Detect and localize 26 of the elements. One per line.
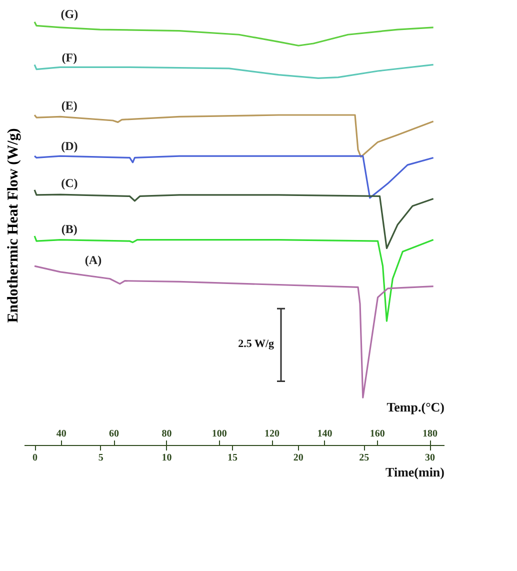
- x-tick-label: 5: [98, 452, 104, 464]
- x2-tick-label: 60: [109, 428, 120, 440]
- series-label: (E): [61, 98, 78, 113]
- x2-tick-label: 160: [370, 428, 385, 440]
- series-label: (G): [60, 6, 78, 21]
- series-label: (A): [84, 253, 102, 268]
- x-tick-label: 25: [359, 452, 370, 464]
- x2-tick-label: 100: [212, 428, 227, 440]
- x2-tick-label: 140: [317, 428, 332, 440]
- x-tick-label: 15: [228, 452, 238, 464]
- x2-tick-label: 80: [162, 428, 172, 440]
- x-tick-label: 30: [425, 452, 436, 464]
- series-label: (B): [61, 222, 78, 236]
- x-axis-title: Time(min): [386, 464, 444, 480]
- x-tick-label: 20: [293, 452, 304, 464]
- x2-axis-title: Temp.(°C): [386, 400, 444, 414]
- annotation: 2.5 W/g: [238, 338, 274, 350]
- x-tick-label: 0: [32, 452, 38, 464]
- x2-tick-label: 120: [264, 428, 280, 440]
- series-label: (F): [62, 50, 78, 64]
- x2-tick-label: 180: [422, 428, 438, 440]
- series-label: (C): [61, 176, 78, 190]
- x-tick-label: 10: [162, 452, 172, 464]
- x2-tick-label: 40: [56, 428, 66, 440]
- series-label: (D): [61, 138, 78, 153]
- y-axis-title: Endothermic Heat Flow (W/g): [6, 128, 22, 323]
